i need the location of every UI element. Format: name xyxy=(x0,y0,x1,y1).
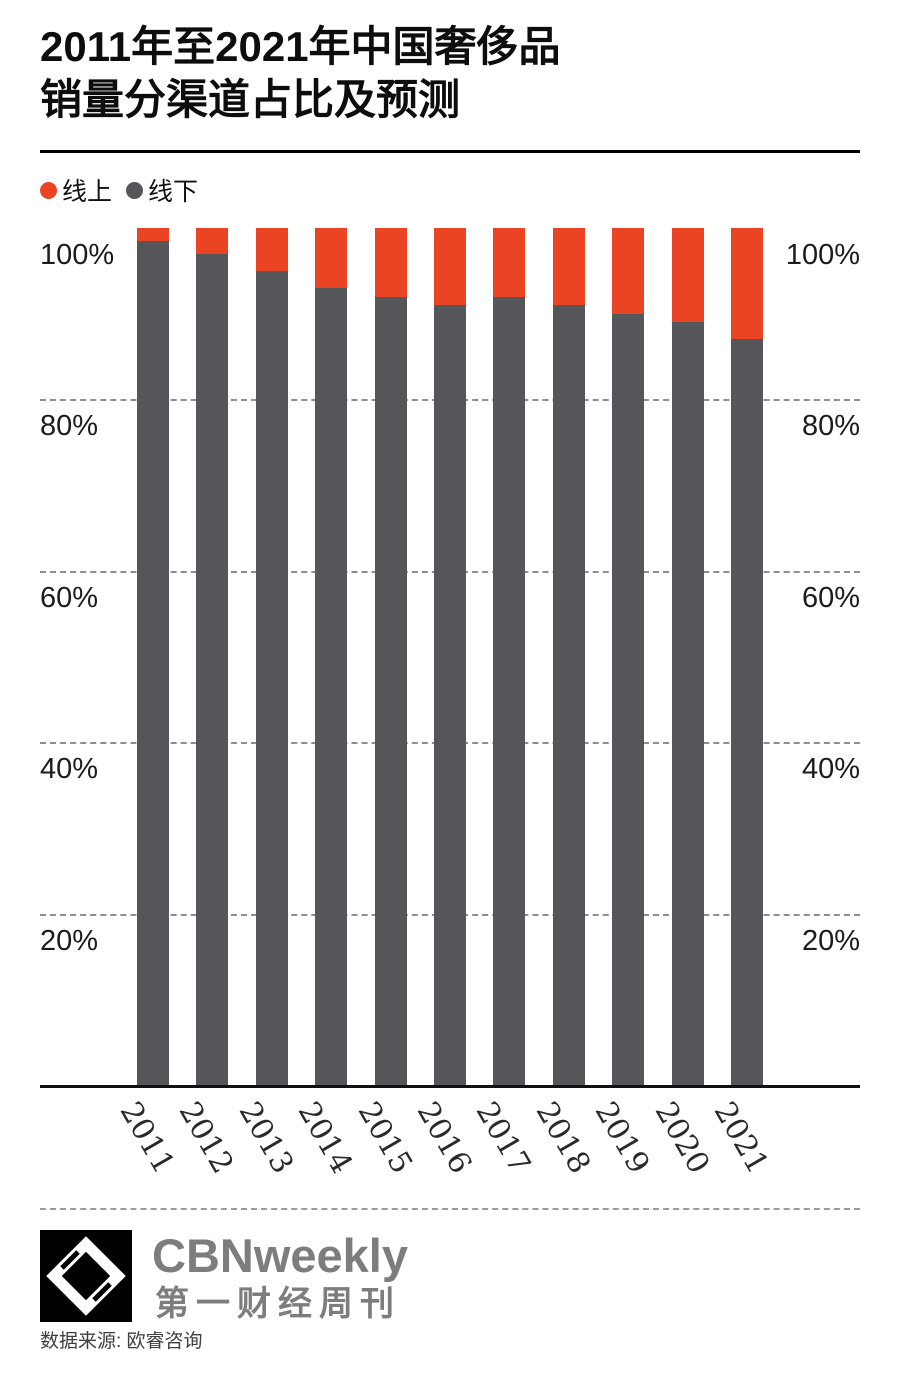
bar-segment-offline-2018 xyxy=(552,305,585,1085)
bar-segment-online-2013 xyxy=(255,228,288,271)
x-axis-label-2012: 2012 xyxy=(172,1096,241,1180)
y-axis-label-left-40: 40% xyxy=(40,753,99,786)
legend-item-online: 线上 xyxy=(40,172,112,208)
legend-dot-online-icon xyxy=(40,181,57,199)
bar-segment-offline-2021 xyxy=(730,339,763,1085)
bar-2012 xyxy=(196,228,229,1085)
y-axis-label-right-80: 80% xyxy=(801,410,860,443)
y-axis-label-right-20: 20% xyxy=(801,924,860,957)
y-axis-label-right-40: 40% xyxy=(801,753,860,786)
bar-2021 xyxy=(730,228,763,1085)
chart-plot-area xyxy=(40,228,860,1088)
bar-segment-offline-2014 xyxy=(315,287,348,1085)
bar-segment-online-2016 xyxy=(433,228,466,306)
x-axis-label-2016: 2016 xyxy=(409,1096,479,1180)
x-axis-label-2015: 2015 xyxy=(350,1096,419,1180)
bar-segment-offline-2013 xyxy=(255,270,288,1085)
bar-segment-offline-2017 xyxy=(493,296,526,1085)
legend-item-offline: 线下 xyxy=(126,172,198,208)
chart-title: 2011年至2021年中国奢侈品 销量分渠道占比及预测 xyxy=(40,20,860,126)
bar-segment-offline-2011 xyxy=(137,240,169,1085)
bar-2017 xyxy=(493,228,526,1085)
bar-2014 xyxy=(315,228,348,1085)
bar-2015 xyxy=(374,228,407,1085)
y-axis-label-left-60: 60% xyxy=(40,581,99,614)
bar-segment-online-2019 xyxy=(612,228,645,314)
chart-title-line2: 销量分渠道占比及预测 xyxy=(40,76,461,123)
bar-segment-offline-2019 xyxy=(612,313,645,1085)
x-axis-label-2020: 2020 xyxy=(647,1096,716,1180)
bar-2011 xyxy=(137,228,169,1085)
x-axis-label-2017: 2017 xyxy=(469,1096,538,1180)
bar-segment-offline-2012 xyxy=(196,253,229,1085)
data-source-note: 数据来源: 欧睿咨询 xyxy=(40,1331,203,1352)
bar-2019 xyxy=(612,228,645,1085)
bar-2020 xyxy=(671,228,704,1085)
bar-segment-online-2012 xyxy=(196,228,229,254)
y-axis-label-right-60: 60% xyxy=(801,581,860,614)
cbnweekly-logo-icon xyxy=(40,1230,132,1322)
y-axis-label-left-20: 20% xyxy=(40,924,99,957)
x-axis-label-2014: 2014 xyxy=(290,1096,360,1180)
y-axis-label-left-100: 100% xyxy=(40,239,115,271)
bar-segment-offline-2015 xyxy=(374,296,407,1085)
x-axis-label-2021: 2021 xyxy=(706,1096,776,1180)
x-axis-label-2011: 2011 xyxy=(112,1096,182,1180)
bar-segment-online-2021 xyxy=(730,228,763,340)
bar-segment-offline-2020 xyxy=(671,322,704,1085)
bars-container xyxy=(137,228,763,1085)
x-axis-label-2013: 2013 xyxy=(231,1096,300,1180)
bar-2018 xyxy=(552,228,585,1085)
bar-2013 xyxy=(255,228,288,1085)
title-divider xyxy=(40,150,860,153)
bar-segment-online-2014 xyxy=(315,228,348,288)
brand-name-cn: 第一财经周刊 xyxy=(155,1285,401,1323)
bar-segment-online-2017 xyxy=(493,228,526,297)
brand-name-en: CBNweekly xyxy=(152,1229,408,1282)
bar-segment-online-2015 xyxy=(374,228,407,297)
bar-segment-online-2011 xyxy=(137,228,169,241)
bar-segment-online-2020 xyxy=(671,228,704,323)
footer-divider xyxy=(40,1208,860,1210)
y-axis-label-right-100: 100% xyxy=(785,239,860,271)
y-axis-label-left-80: 80% xyxy=(40,410,99,443)
legend-label-offline: 线下 xyxy=(148,178,199,206)
bar-segment-offline-2016 xyxy=(433,305,466,1085)
legend: 线上 线下 xyxy=(40,172,198,208)
x-axis-label-2018: 2018 xyxy=(528,1096,597,1180)
legend-label-online: 线上 xyxy=(62,178,113,206)
chart-title-line1: 2011年至2021年中国奢侈品 xyxy=(40,23,561,70)
legend-dot-offline-icon xyxy=(126,181,144,199)
bar-segment-online-2018 xyxy=(552,228,585,306)
x-axis-label-2019: 2019 xyxy=(587,1096,657,1180)
bar-2016 xyxy=(433,228,466,1085)
